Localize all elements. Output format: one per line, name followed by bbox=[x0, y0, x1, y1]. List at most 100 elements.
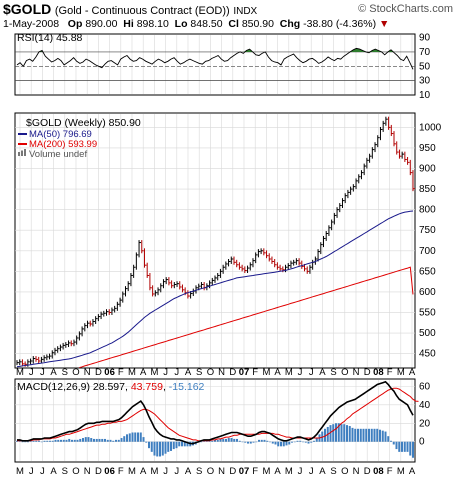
x-axis-label: J bbox=[163, 367, 168, 378]
macd-histogram-bar bbox=[101, 438, 104, 442]
macd-histogram-bar bbox=[390, 440, 392, 442]
macd-histogram-bar bbox=[249, 441, 252, 444]
macd-histogram-bar bbox=[291, 441, 293, 443]
x-axis-label: 06 bbox=[104, 367, 115, 378]
down-arrow-icon: ▼ bbox=[379, 18, 390, 30]
macd-histogram-bar bbox=[183, 441, 186, 447]
x-axis-label: S bbox=[62, 466, 68, 477]
change-label: Chg bbox=[279, 18, 301, 30]
macd-histogram-bar bbox=[115, 439, 117, 442]
macd-label-part: -15.162 bbox=[169, 381, 205, 393]
x-axis-label: D bbox=[364, 367, 371, 378]
macd-histogram-bar bbox=[150, 441, 153, 452]
macd-tick-label: 20 bbox=[419, 418, 431, 429]
price-tick-label: 700 bbox=[419, 246, 436, 257]
macd-histogram-bar bbox=[313, 440, 315, 442]
macd-histogram-bar bbox=[274, 441, 277, 445]
x-axis-label: J bbox=[298, 367, 303, 378]
macd-histogram-bar bbox=[351, 427, 354, 442]
legend-entry: Volume undef bbox=[29, 149, 87, 160]
macd-histogram-bar bbox=[90, 438, 93, 442]
price-tick-label: 750 bbox=[419, 225, 436, 236]
x-axis-label: D bbox=[364, 466, 371, 477]
macd-histogram-bar bbox=[167, 441, 170, 452]
macd-histogram-bar bbox=[109, 439, 112, 442]
macd-histogram-bar bbox=[156, 441, 159, 457]
macd-histogram-bar bbox=[412, 441, 414, 458]
price-tick-label: 500 bbox=[419, 328, 436, 339]
macd-histogram-bar bbox=[134, 432, 137, 442]
macd-histogram-bar bbox=[117, 439, 120, 442]
macd-histogram-bar bbox=[87, 437, 90, 442]
x-axis-label: J bbox=[29, 466, 34, 477]
macd-histogram-bar bbox=[230, 438, 233, 442]
symbol-label: $GOLD bbox=[3, 1, 52, 17]
x-axis-label: O bbox=[207, 367, 214, 378]
rsi-tick-label: 90 bbox=[419, 33, 431, 44]
close-label: Cl bbox=[228, 18, 239, 30]
macd-histogram-bar bbox=[71, 439, 73, 442]
volume-legend-icon bbox=[24, 149, 26, 156]
high-label: Hi bbox=[123, 18, 134, 30]
macd-histogram-bar bbox=[43, 440, 46, 442]
macd-histogram-bar bbox=[128, 433, 131, 442]
x-axis-label: O bbox=[341, 367, 348, 378]
macd-histogram-bar bbox=[348, 426, 351, 442]
rsi-tick-label: 30 bbox=[419, 76, 431, 87]
macd-histogram-bar bbox=[263, 439, 266, 442]
macd-histogram-bar bbox=[84, 437, 87, 442]
x-axis-label: F bbox=[118, 466, 124, 477]
macd-histogram-bar bbox=[324, 428, 326, 442]
macd-histogram-bar bbox=[104, 438, 106, 442]
macd-histogram-bar bbox=[252, 441, 255, 443]
x-axis-label: A bbox=[274, 367, 281, 378]
macd-histogram-bar bbox=[304, 441, 307, 443]
macd-histogram-bar bbox=[73, 439, 76, 442]
x-axis-label: N bbox=[84, 466, 91, 477]
x-axis-label: N bbox=[353, 466, 360, 477]
x-axis-label: D bbox=[229, 466, 236, 477]
x-axis-label: J bbox=[298, 466, 303, 477]
macd-histogram-bar bbox=[98, 438, 101, 442]
low-label: Lo bbox=[174, 18, 188, 30]
macd-histogram-bar bbox=[409, 441, 412, 456]
macd-histogram-bar bbox=[186, 441, 189, 447]
instrument-name: (Gold - Continuous Contract (EOD)) bbox=[54, 5, 230, 17]
macd-signal-line bbox=[17, 387, 419, 442]
macd-label-part: 28.597, bbox=[93, 381, 131, 393]
macd-histogram-bar bbox=[172, 441, 175, 450]
close-value: 850.90 bbox=[241, 18, 274, 30]
macd-histogram-bar bbox=[379, 429, 381, 442]
macd-histogram-bar bbox=[35, 440, 38, 442]
macd-histogram-bar bbox=[387, 436, 390, 442]
macd-histogram-bar bbox=[392, 441, 395, 445]
x-axis-label: M bbox=[128, 466, 136, 477]
macd-histogram-bar bbox=[225, 438, 227, 442]
macd-histogram-bar bbox=[233, 438, 236, 442]
price-tick-label: 950 bbox=[419, 143, 436, 154]
macd-histogram-bar bbox=[214, 439, 216, 442]
x-axis-label: 07 bbox=[239, 367, 250, 378]
x-axis-label: J bbox=[174, 466, 179, 477]
x-axis-label: A bbox=[140, 367, 147, 378]
macd-histogram-bar bbox=[337, 423, 340, 442]
x-axis-label: A bbox=[409, 466, 416, 477]
macd-histogram-bar bbox=[271, 441, 274, 444]
macd-histogram-bar bbox=[362, 428, 365, 442]
macd-histogram-bar bbox=[93, 438, 95, 442]
macd-histogram-bar bbox=[293, 441, 296, 443]
price-tick-label: 850 bbox=[419, 184, 436, 195]
macd-line bbox=[17, 380, 414, 445]
macd-histogram-bar bbox=[359, 428, 362, 442]
price-tick-label: 450 bbox=[419, 349, 436, 360]
quote-summary: 1-May-2008 Op 890.00 Hi 898.10 Lo 848.50… bbox=[3, 18, 389, 30]
change-value: -38.80 (-4.36%) bbox=[303, 18, 377, 30]
macd-histogram-bar bbox=[310, 441, 313, 443]
x-axis-label: A bbox=[140, 466, 147, 477]
rsi-tick-label: 70 bbox=[419, 47, 431, 58]
x-axis-label: S bbox=[330, 367, 336, 378]
x-axis-label: A bbox=[409, 367, 416, 378]
macd-histogram-bar bbox=[255, 441, 258, 443]
x-axis-label: D bbox=[229, 367, 236, 378]
x-axis-label: A bbox=[50, 466, 57, 477]
